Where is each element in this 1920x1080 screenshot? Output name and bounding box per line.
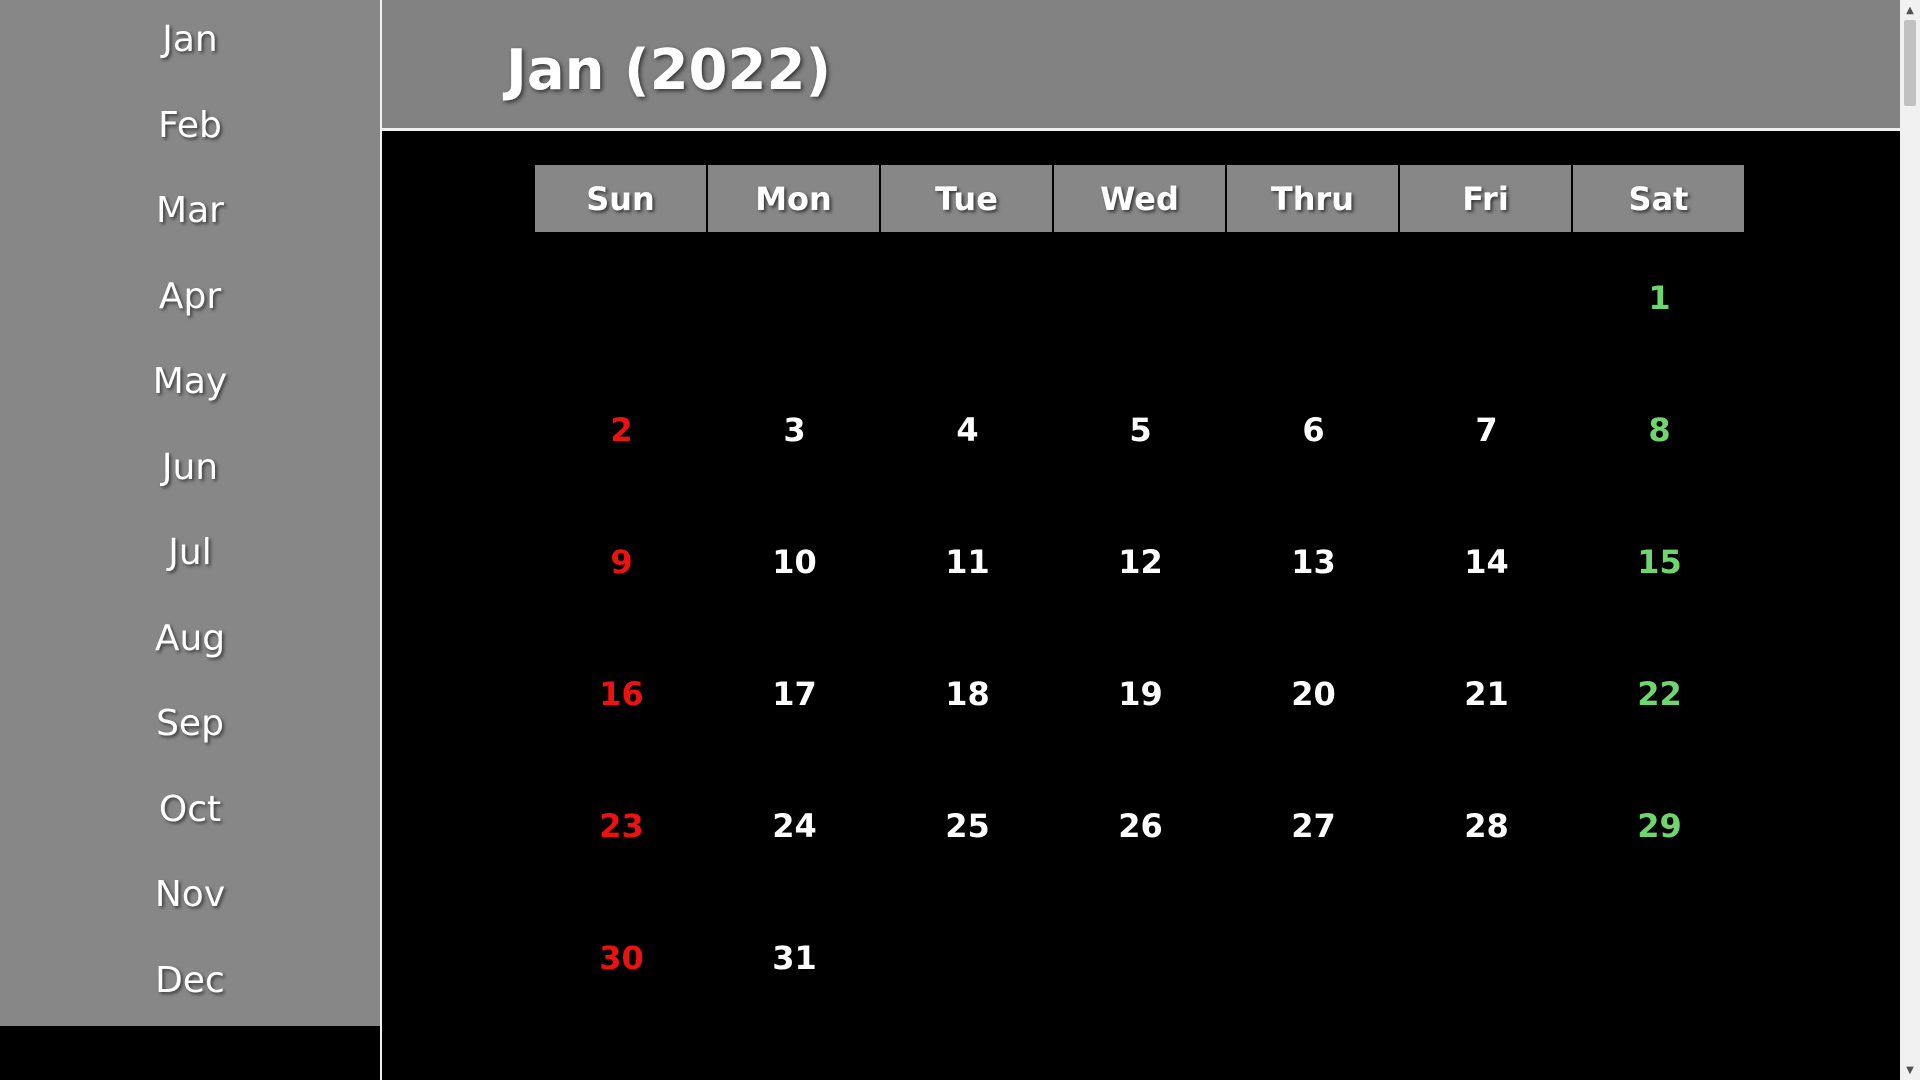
- weekday-header-row: Sun Mon Tue Wed Thru Fri Sat: [535, 165, 1744, 232]
- day-cell[interactable]: 29: [1637, 807, 1682, 845]
- weekday-sat: Sat: [1573, 165, 1744, 232]
- sidebar-item-dec[interactable]: Dec: [155, 959, 225, 1001]
- sidebar-item-nov[interactable]: Nov: [154, 874, 226, 916]
- chevron-down-icon[interactable]: ▼: [1906, 1064, 1914, 1076]
- day-cell[interactable]: 23: [599, 807, 644, 845]
- day-cell[interactable]: 14: [1464, 543, 1509, 581]
- day-cell[interactable]: 25: [945, 807, 990, 845]
- day-cell[interactable]: 22: [1637, 675, 1682, 713]
- sidebar-item-jun[interactable]: Jun: [161, 446, 219, 488]
- weekday-mon: Mon: [708, 165, 879, 232]
- weekday-thu: Thru: [1227, 165, 1398, 232]
- day-cell[interactable]: 27: [1291, 807, 1336, 845]
- day-cell[interactable]: 2: [610, 411, 633, 449]
- sidebar-item-apr[interactable]: Apr: [158, 275, 222, 317]
- day-cell[interactable]: 1: [1648, 279, 1671, 317]
- day-cell[interactable]: 21: [1464, 675, 1509, 713]
- sidebar-item-may[interactable]: May: [152, 361, 228, 403]
- weekday-fri: Fri: [1400, 165, 1571, 232]
- day-cell[interactable]: 30: [599, 939, 644, 977]
- empty-day-cell: [881, 232, 1054, 364]
- vertical-divider: [380, 0, 382, 1080]
- empty-day-cell: [1400, 232, 1573, 364]
- day-cell[interactable]: 20: [1291, 675, 1336, 713]
- sidebar-item-sep[interactable]: Sep: [156, 703, 224, 745]
- day-cell[interactable]: 13: [1291, 543, 1336, 581]
- sidebar-item-aug[interactable]: Aug: [154, 617, 226, 659]
- day-cell[interactable]: 9: [610, 543, 633, 581]
- scrollbar-thumb[interactable]: [1904, 20, 1916, 106]
- day-cell[interactable]: 26: [1118, 807, 1163, 845]
- day-cell[interactable]: 12: [1118, 543, 1163, 581]
- sidebar-bottom-area: [0, 1026, 380, 1080]
- day-cell[interactable]: 24: [772, 807, 817, 845]
- day-grid: 1 2 3 4 5 6 7 8 9 10 11 12 13 14 15 16 17 18 19 20 21 22 23 24 2…: [535, 232, 1746, 1024]
- chevron-up-icon[interactable]: ▲: [1906, 4, 1914, 16]
- day-cell[interactable]: 10: [772, 543, 817, 581]
- day-cell[interactable]: 19: [1118, 675, 1163, 713]
- day-cell[interactable]: 8: [1648, 411, 1671, 449]
- day-cell[interactable]: 7: [1475, 411, 1498, 449]
- day-cell[interactable]: 11: [945, 543, 990, 581]
- weekday-wed: Wed: [1054, 165, 1225, 232]
- day-cell[interactable]: 16: [599, 675, 644, 713]
- sidebar-item-feb[interactable]: Feb: [158, 104, 222, 146]
- day-cell[interactable]: 31: [772, 939, 817, 977]
- day-cell[interactable]: 4: [956, 411, 979, 449]
- vertical-scrollbar[interactable]: ▲ ▼: [1900, 0, 1920, 1080]
- day-cell[interactable]: 28: [1464, 807, 1509, 845]
- sidebar-item-oct[interactable]: Oct: [158, 788, 222, 830]
- day-cell[interactable]: 18: [945, 675, 990, 713]
- sidebar-item-mar[interactable]: Mar: [156, 190, 224, 232]
- empty-day-cell: [535, 232, 708, 364]
- sidebar-item-jan[interactable]: Jan: [162, 19, 218, 61]
- sidebar-item-jul[interactable]: Jul: [168, 532, 212, 574]
- empty-day-cell: [708, 232, 881, 364]
- calendar-header: Jan (2022): [382, 0, 1900, 131]
- day-cell[interactable]: 3: [783, 411, 806, 449]
- calendar-main: Sun Mon Tue Wed Thru Fri Sat 1 2 3 4 5 6 7 8 9 10…: [382, 131, 1900, 1080]
- page-title: Jan (2022): [506, 38, 832, 103]
- empty-day-cell: [1227, 232, 1400, 364]
- weekday-sun: Sun: [535, 165, 706, 232]
- month-sidebar: Jan Feb Mar Apr May Jun Jul Aug Sep Oct …: [0, 0, 380, 1026]
- day-cell[interactable]: 17: [772, 675, 817, 713]
- empty-day-cell: [1054, 232, 1227, 364]
- weekday-tue: Tue: [881, 165, 1052, 232]
- day-cell[interactable]: 15: [1637, 543, 1682, 581]
- day-cell[interactable]: 6: [1302, 411, 1325, 449]
- day-cell[interactable]: 5: [1129, 411, 1152, 449]
